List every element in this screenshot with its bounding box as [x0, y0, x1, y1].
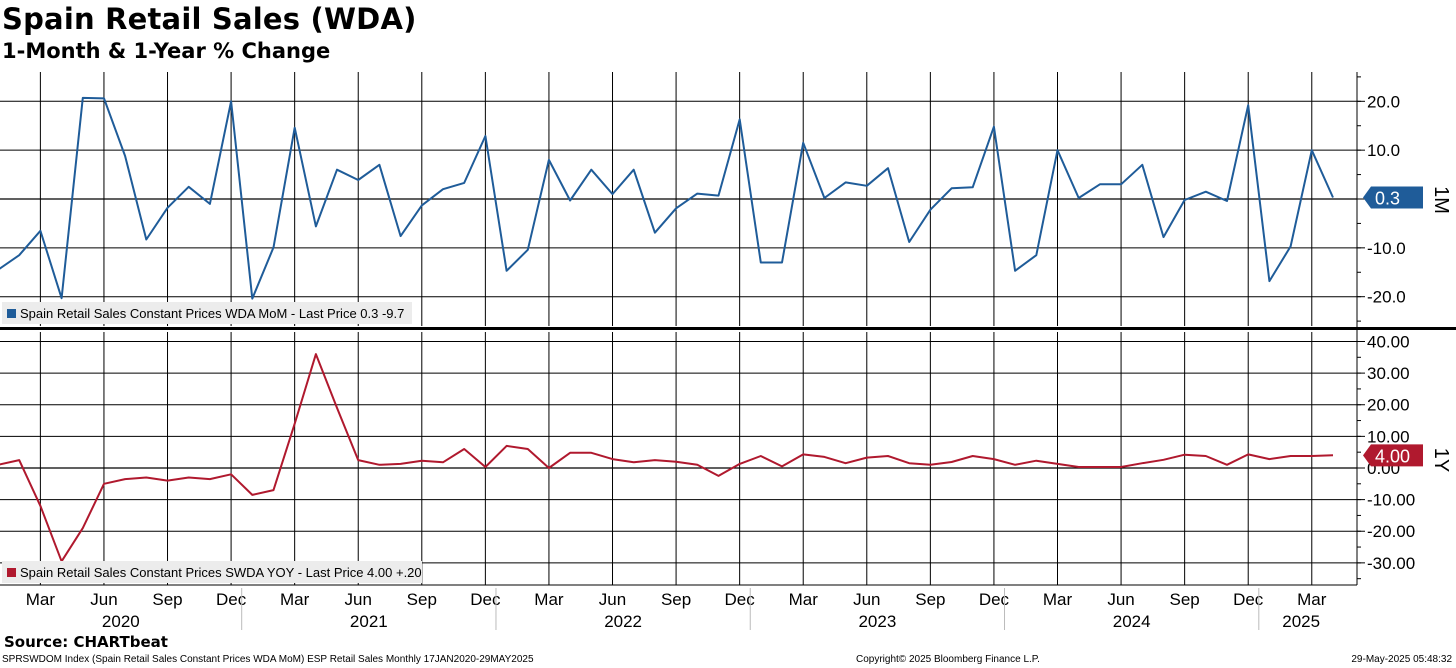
x-month-label: Mar [26, 590, 56, 609]
y-tick-label: -30.00 [1367, 554, 1415, 573]
axis-side-label: 1M [1430, 186, 1452, 214]
x-year-label: 2022 [604, 612, 642, 631]
chart-subtitle: 1-Month & 1-Year % Change [2, 39, 331, 63]
legend-swatch [7, 568, 16, 577]
chart-title: Spain Retail Sales (WDA) [2, 2, 417, 36]
footer-copyright: Copyright© 2025 Bloomberg Finance L.P. [856, 654, 1040, 665]
x-year-label: 2021 [350, 612, 388, 631]
x-month-label: Dec [979, 590, 1010, 609]
x-month-label: Mar [789, 590, 819, 609]
last-value-tag [1363, 186, 1423, 209]
y-tick-label: -20.00 [1367, 522, 1415, 541]
x-month-label: Sep [152, 590, 182, 609]
legend-text: Spain Retail Sales Constant Prices SWDA … [20, 565, 422, 580]
y-tick-label: 10.0 [1367, 141, 1400, 160]
x-month-label: Jun [853, 590, 880, 609]
x-month-label: Mar [534, 590, 564, 609]
y-tick-label: -10.00 [1367, 491, 1415, 510]
x-month-label: Jun [345, 590, 372, 609]
x-month-label: Jun [90, 590, 117, 609]
last-value-label: 0.3 [1375, 189, 1400, 209]
x-month-label: Sep [407, 590, 437, 609]
x-month-label: Dec [1233, 590, 1264, 609]
y-tick-label: 30.00 [1367, 364, 1410, 383]
axis-side-label: 1Y [1430, 448, 1452, 472]
last-value-label: 4.00 [1375, 446, 1410, 466]
y-tick-label: 20.0 [1367, 92, 1400, 111]
legend-text: Spain Retail Sales Constant Prices WDA M… [20, 306, 404, 321]
x-month-label: Mar [1297, 590, 1327, 609]
legend-box [2, 302, 412, 324]
x-month-label: Mar [280, 590, 310, 609]
x-month-label: Sep [661, 590, 691, 609]
x-month-label: Jun [1107, 590, 1134, 609]
x-month-label: Dec [470, 590, 501, 609]
y-tick-label: 40.00 [1367, 332, 1410, 351]
x-year-label: 2023 [858, 612, 896, 631]
x-month-label: Sep [915, 590, 945, 609]
legend-box [2, 561, 422, 583]
x-month-label: Sep [1170, 590, 1200, 609]
x-month-label: Jun [599, 590, 626, 609]
y-tick-label: 10.00 [1367, 427, 1410, 446]
footer-timestamp: 29-May-2025 05:48:32 [1351, 654, 1452, 665]
footer-description: SPRSWDOM Index (Spain Retail Sales Const… [2, 654, 534, 665]
y-tick-label: 20.00 [1367, 396, 1410, 415]
series-line [0, 96, 1334, 300]
x-month-label: Dec [725, 590, 756, 609]
legend-swatch [7, 309, 16, 318]
y-tick-label: -10.0 [1367, 239, 1406, 258]
x-year-label: 2020 [102, 612, 140, 631]
y-tick-label: -20.0 [1367, 288, 1406, 307]
series-line [0, 353, 1334, 563]
x-year-label: 2024 [1113, 612, 1151, 631]
x-month-label: Dec [216, 590, 247, 609]
x-month-label: Mar [1043, 590, 1073, 609]
x-year-label: 2025 [1282, 612, 1320, 631]
last-value-tag [1363, 444, 1423, 467]
source-label: Source: CHARTbeat [4, 633, 168, 651]
